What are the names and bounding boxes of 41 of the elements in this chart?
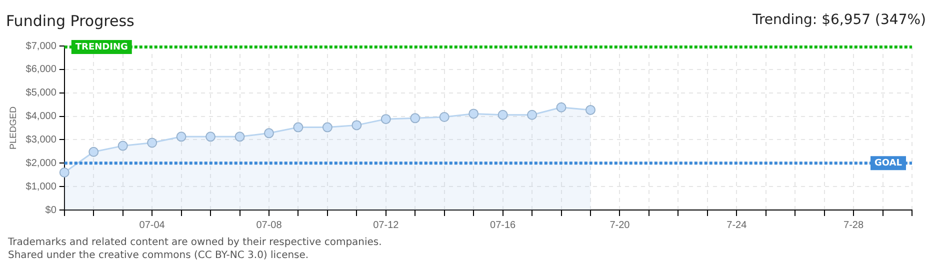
point <box>176 132 186 142</box>
point <box>410 113 420 124</box>
text: Trending: $6,957 (347%) <box>752 12 926 28</box>
point <box>380 114 391 124</box>
y-tick-label: $4,000 <box>26 111 57 122</box>
point <box>556 102 566 112</box>
point <box>527 110 538 120</box>
point <box>293 122 304 132</box>
x-tick-label: 7-20 <box>610 220 630 231</box>
point <box>147 138 158 148</box>
ref-line-label: TRENDING <box>75 42 128 52</box>
y-tick-label: $2,000 <box>26 158 57 169</box>
point <box>118 140 128 151</box>
x-tick-label: 7-24 <box>726 220 748 231</box>
y-tick-label: $7,000 <box>26 40 57 52</box>
point <box>585 104 596 115</box>
point <box>352 120 362 130</box>
text: Shared under the creative commons (CC BY-NC 3.0) license. <box>8 249 310 262</box>
x-tick-label: 07-04 <box>139 220 166 231</box>
point <box>88 146 99 157</box>
x-tick-label: 07-16 <box>490 220 516 231</box>
point <box>498 110 508 120</box>
y-tick-label: $6,000 <box>26 64 57 76</box>
x-tick-label: 07-08 <box>256 220 282 231</box>
point <box>439 112 450 122</box>
y-axis-title: PLEDGED <box>8 106 18 150</box>
ref-line-label: GOAL <box>874 158 902 168</box>
text: Trademarks and related content are owned by their respective companies. <box>8 236 382 249</box>
y-tick-label: $5,000 <box>26 88 57 99</box>
point <box>264 128 274 138</box>
y-tick-label: $3,000 <box>26 134 57 146</box>
y-tick-label: $0 <box>45 204 57 216</box>
point <box>59 168 70 178</box>
y-tick-label: $1,000 <box>26 181 57 192</box>
point <box>234 132 245 142</box>
point <box>322 122 332 132</box>
point <box>468 108 479 119</box>
point <box>206 132 216 142</box>
x-tick-label: 07-12 <box>373 220 400 231</box>
chart-title: Funding Progress <box>6 12 134 30</box>
x-tick-label: 7-28 <box>844 220 864 231</box>
